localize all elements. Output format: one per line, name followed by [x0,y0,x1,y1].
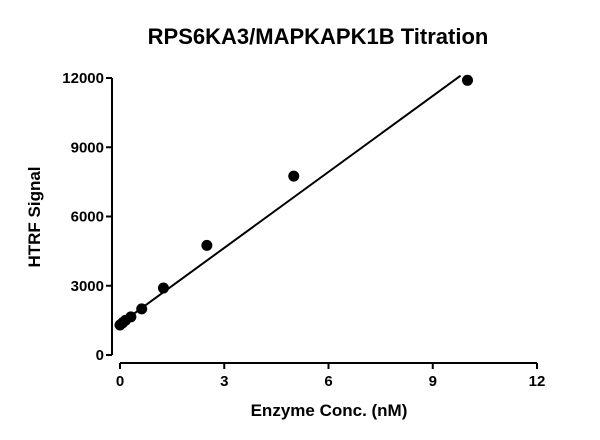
data-point [125,311,137,323]
x-tick-label: 6 [324,373,332,390]
data-points [114,74,473,331]
x-tick-label: 0 [116,373,124,390]
chart-title: RPS6KA3/MAPKAPK1B Titration [148,24,489,49]
y-tick-label: 3000 [71,278,104,295]
data-point [462,74,473,86]
data-point [157,282,169,294]
fit-line-group [119,74,462,325]
axes: 0 3000 6000 9000 12000 0 3 6 9 12 [62,70,545,390]
y-tick-label: 0 [96,347,104,364]
x-axis-label: Enzyme Conc. (nM) [251,401,408,420]
data-point [288,170,300,182]
x-tick-label: 3 [220,373,228,390]
fit-line [119,74,462,325]
x-tick-label: 12 [529,373,546,390]
y-axis-label: HTRF Signal [25,166,44,267]
x-tick-label: 9 [429,373,437,390]
data-point [201,239,213,251]
data-point [136,303,148,315]
y-tick-label: 6000 [71,209,104,226]
y-tick-label: 9000 [71,139,104,156]
y-tick-label: 12000 [62,70,104,87]
